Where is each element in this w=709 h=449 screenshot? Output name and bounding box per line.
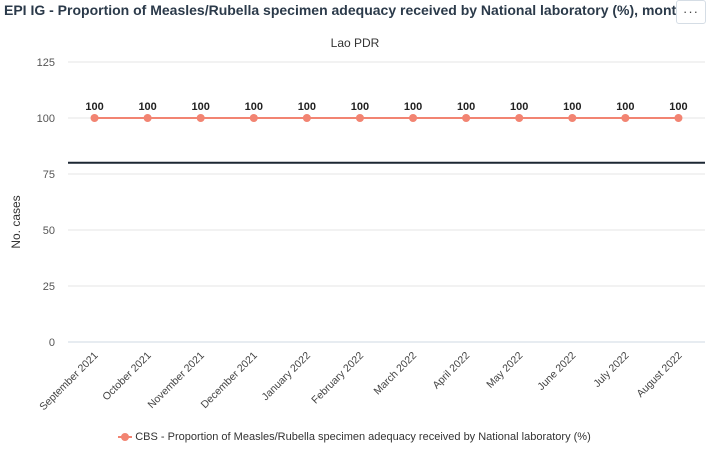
x-tick-label: July 2022 — [591, 350, 631, 390]
legend-marker-icon — [118, 432, 133, 442]
y-tick-label: 75 — [43, 169, 55, 181]
chart-menu-button[interactable]: ··· — [676, 0, 706, 24]
x-tick-label: January 2022 — [260, 350, 314, 404]
x-tick-label: March 2022 — [371, 350, 419, 398]
data-label: 100 — [138, 101, 156, 113]
y-tick-label: 50 — [43, 225, 55, 237]
y-tick-label: 100 — [37, 113, 55, 125]
data-point — [462, 114, 471, 122]
data-point — [674, 114, 683, 122]
data-point — [90, 114, 99, 122]
data-label: 100 — [457, 101, 475, 113]
data-point — [249, 114, 258, 122]
y-tick-label: 0 — [49, 337, 55, 349]
data-label: 100 — [510, 101, 528, 113]
more-options-icon: ··· — [683, 4, 699, 19]
x-tick-label: August 2022 — [634, 350, 684, 400]
x-tick-label: May 2022 — [484, 350, 525, 391]
chart-header: EPI IG - Proportion of Measles/Rubella s… — [0, 0, 709, 28]
x-tick-label: October 2021 — [100, 350, 154, 404]
y-tick-label: 125 — [37, 57, 55, 69]
data-label: 100 — [245, 101, 263, 113]
x-tick-label: September 2021 — [37, 350, 100, 413]
chart-title: EPI IG - Proportion of Measles/Rubella s… — [4, 2, 697, 18]
chart-legend[interactable]: CBS - Proportion of Measles/Rubella spec… — [0, 431, 709, 443]
y-tick-label: 25 — [43, 281, 55, 293]
data-label: 100 — [563, 101, 581, 113]
data-label: 100 — [351, 101, 369, 113]
data-label: 100 — [192, 101, 210, 113]
x-tick-label: December 2021 — [199, 350, 260, 411]
legend-label: CBS - Proportion of Measles/Rubella spec… — [135, 431, 591, 443]
x-tick-label: April 2022 — [430, 350, 472, 392]
data-point — [196, 114, 205, 122]
chart-subtitle: Lao PDR — [331, 36, 380, 50]
data-point — [515, 114, 524, 122]
data-point — [409, 114, 418, 122]
data-label: 100 — [85, 101, 103, 113]
data-label: 100 — [404, 101, 422, 113]
x-tick-label: February 2022 — [309, 350, 366, 407]
data-label: 100 — [669, 101, 687, 113]
y-axis-title: No. cases — [9, 195, 23, 248]
data-label: 100 — [616, 101, 634, 113]
x-tick-label: November 2021 — [146, 350, 207, 411]
data-point — [355, 114, 364, 122]
data-point — [621, 114, 630, 122]
data-point — [568, 114, 577, 122]
data-point — [143, 114, 152, 122]
data-point — [302, 114, 311, 122]
x-tick-label: June 2022 — [535, 350, 578, 393]
data-label: 100 — [298, 101, 316, 113]
